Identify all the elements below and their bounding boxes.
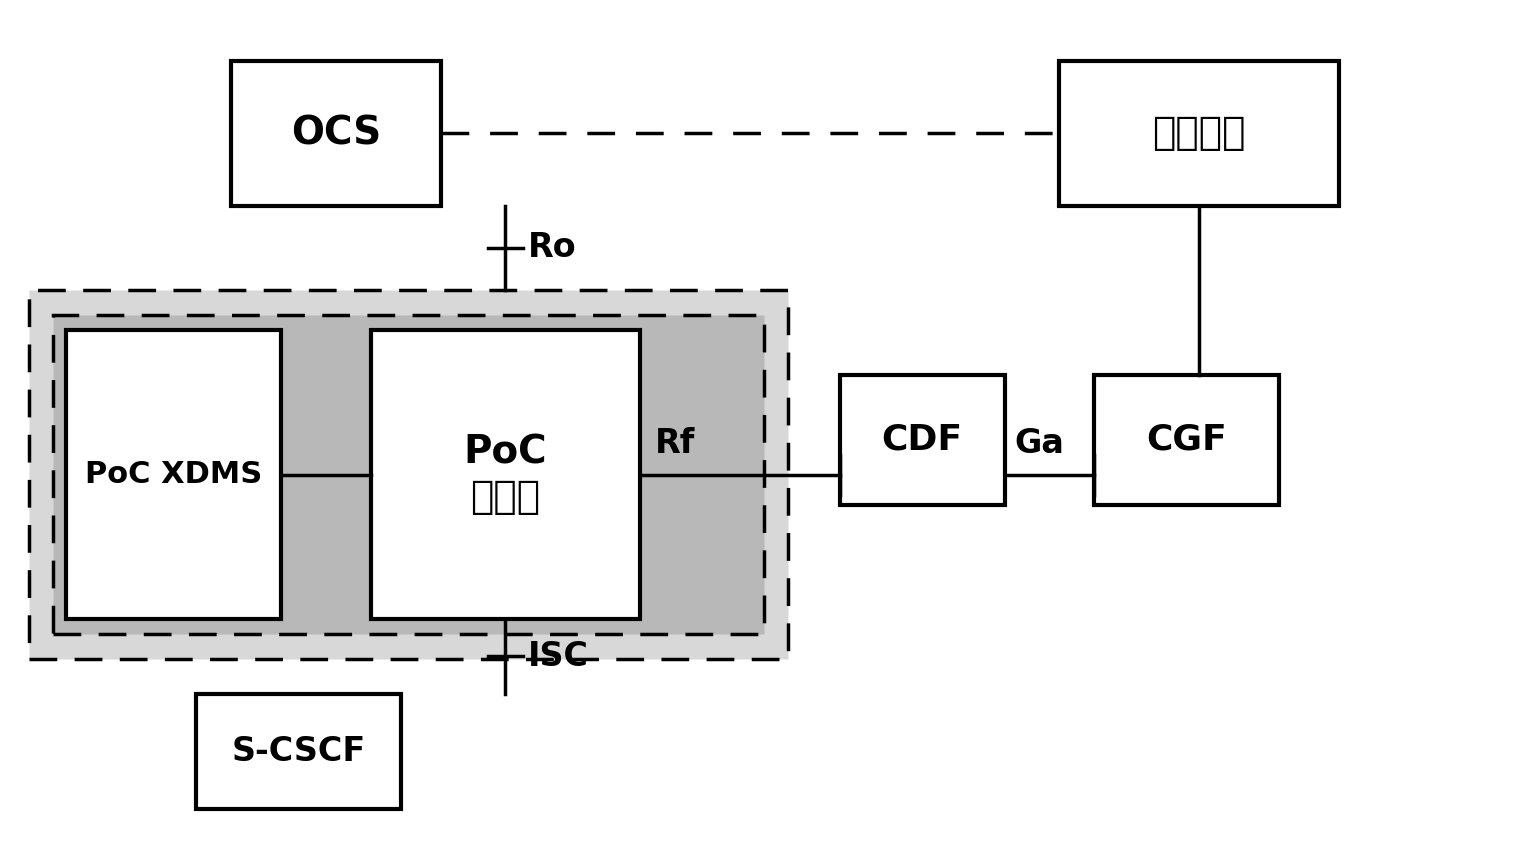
Text: Ga: Ga — [1015, 427, 1064, 460]
Text: OCS: OCS — [291, 115, 381, 153]
Bar — [196, 694, 401, 809]
Bar — [231, 61, 440, 205]
Text: 帐单系统: 帐单系统 — [1153, 115, 1246, 153]
Text: PoC
服务器: PoC 服务器 — [463, 434, 547, 516]
Bar — [1095, 375, 1280, 505]
Text: Rf: Rf — [656, 427, 696, 460]
Text: S-CSCF: S-CSCF — [231, 735, 365, 768]
Text: Ro: Ro — [528, 231, 576, 264]
Bar — [1060, 61, 1339, 205]
Text: CDF: CDF — [882, 423, 963, 457]
Text: PoC XDMS: PoC XDMS — [86, 460, 261, 489]
Bar — [370, 331, 641, 620]
Bar — [29, 291, 787, 659]
Text: ISC: ISC — [528, 639, 589, 673]
Bar — [66, 331, 281, 620]
Bar — [54, 315, 764, 634]
Text: CGF: CGF — [1147, 423, 1228, 457]
Bar — [839, 375, 1005, 505]
